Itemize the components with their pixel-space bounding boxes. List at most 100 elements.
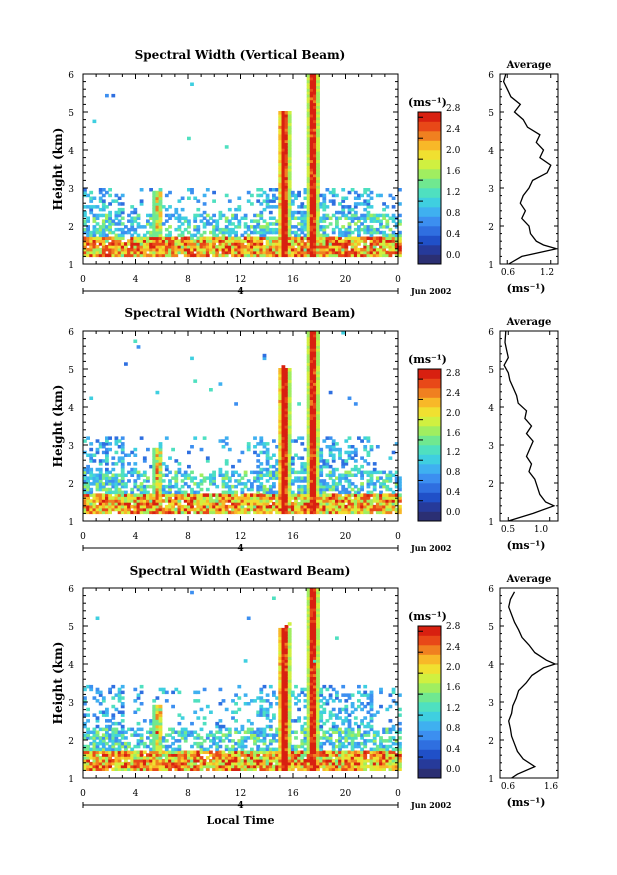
heatmap-cell [146, 484, 150, 489]
heatmap-cell [86, 453, 90, 457]
heatmap-cell [187, 450, 191, 455]
heatmap-cell [278, 188, 283, 192]
heatmap-cell [357, 510, 361, 515]
heatmap-cell [309, 459, 314, 463]
heatmap-cell [262, 753, 267, 757]
heatmap-cell [124, 750, 128, 754]
heatmap-cell [234, 767, 238, 771]
heatmap-cell [262, 507, 267, 512]
heatmap-cell [130, 222, 135, 226]
heatmap-cell [335, 499, 339, 503]
heatmap-cell [224, 736, 229, 740]
heatmap-cell [86, 719, 90, 723]
heatmap-cell [309, 150, 314, 155]
heatmap-cell [95, 247, 100, 252]
heatmap-cell [212, 733, 216, 737]
heatmap-cell [168, 225, 172, 229]
heatmap-cell [89, 730, 94, 734]
heatmap-cell [177, 753, 182, 757]
heatmap-cell [92, 250, 97, 255]
heatmap-cell [133, 479, 138, 483]
heatmap-cell [278, 490, 283, 495]
heatmap-cell [322, 219, 327, 223]
heatmap-cell [180, 245, 185, 249]
heatmap-cell [133, 245, 138, 249]
heatmap-cell [164, 507, 169, 512]
heatmap-cell [316, 230, 320, 235]
heatmap-cell [158, 507, 163, 512]
heatmap-cell [303, 490, 308, 495]
heatmap-cell [133, 447, 138, 452]
heatmap-cell [275, 470, 279, 475]
heatmap-cell [309, 122, 314, 126]
heatmap-cell [253, 445, 257, 449]
heatmap-cell [278, 128, 283, 132]
heatmap-cell [253, 753, 257, 757]
heatmap-cell [275, 245, 279, 249]
heatmap-cell [309, 74, 314, 78]
heatmap-cell [268, 473, 273, 477]
heatmap-cell [344, 510, 349, 515]
heatmap-cell [335, 504, 339, 509]
heatmap-cell [246, 507, 251, 512]
heatmap-cell [309, 176, 314, 181]
panel-eastward-beam: Spectral Width (Eastward Beam) Height (k… [51, 564, 559, 827]
heatmap-cell [243, 496, 248, 500]
heatmap-cell [287, 462, 292, 466]
heatmap-cell [250, 750, 254, 754]
heatmap-cell [398, 236, 402, 240]
heatmap-cell [120, 502, 125, 506]
heatmap-cell [98, 759, 103, 763]
heatmap-cell [101, 493, 106, 497]
heatmap-cell [161, 205, 166, 209]
heatmap-cell [105, 453, 109, 457]
heatmap-cell [265, 193, 270, 198]
heatmap-cell [353, 496, 358, 500]
heatmap-cell [177, 245, 182, 249]
heatmap-cell [155, 493, 160, 497]
heatmap-cell [250, 764, 254, 769]
heatmap-cell [117, 499, 122, 503]
heatmap-cell [246, 493, 251, 497]
heatmap-cell [155, 502, 160, 506]
heatmap-cell [284, 150, 289, 155]
heatmap-cell [284, 730, 289, 734]
heatmap-cell [209, 493, 213, 497]
heatmap-cell [146, 496, 150, 500]
heatmap-cell [120, 222, 125, 226]
heatmap-cell [193, 493, 198, 497]
heatmap-cell [278, 182, 283, 186]
heatmap-cell [215, 233, 220, 238]
heatmap-cell [325, 239, 330, 243]
heatmap-cell [95, 450, 100, 455]
heatmap-cell [300, 247, 305, 252]
heatmap-cell [127, 239, 131, 243]
heatmap-cell [338, 479, 342, 483]
heatmap-cell [177, 199, 182, 203]
heatmap-cell [250, 225, 254, 229]
heatmap-cell [114, 761, 119, 766]
heatmap-cell [313, 188, 317, 192]
heatmap-cell [325, 236, 330, 240]
heatmap-cell [212, 510, 216, 515]
heatmap-cell [353, 507, 358, 512]
heatmap-cell [262, 227, 267, 232]
heatmap-cell [212, 245, 216, 249]
heatmap-cell [328, 222, 333, 226]
heatmap-cell [394, 476, 399, 480]
heatmap-cell [86, 216, 90, 220]
heatmap-cell [335, 247, 339, 252]
y-tick-label: 4 [68, 147, 74, 157]
heatmap-cell [338, 202, 342, 206]
heatmap-cell [281, 456, 286, 460]
heatmap-cell [174, 493, 179, 497]
heatmap-cell [290, 202, 295, 206]
heatmap-cell [92, 196, 97, 200]
colorbar-frame [417, 368, 442, 522]
heatmap-cell [237, 684, 242, 689]
heatmap-cell [224, 510, 229, 515]
heatmap-cell [316, 450, 320, 455]
heatmap-cell [218, 493, 223, 497]
heatmap-cell [369, 242, 374, 246]
heatmap-cell [287, 459, 292, 463]
